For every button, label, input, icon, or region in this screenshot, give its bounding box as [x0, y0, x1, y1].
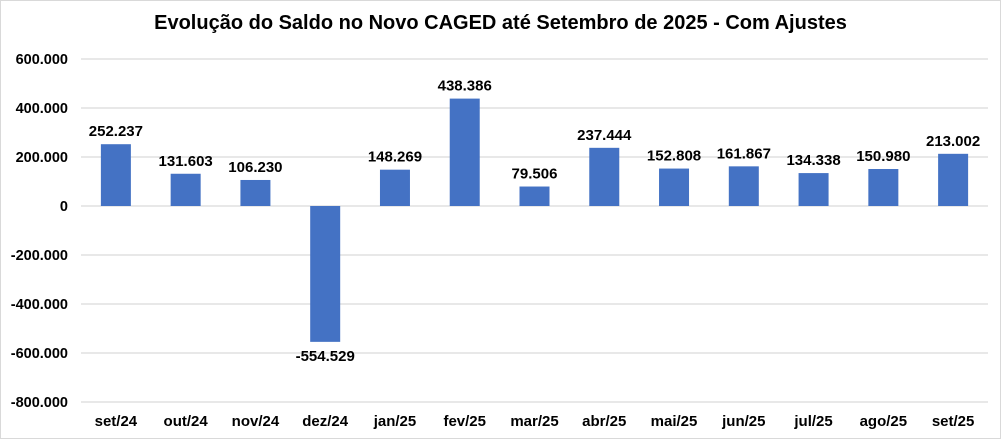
bar-data-label: 213.002 — [926, 133, 980, 150]
y-axis-tick-label: 0 — [60, 199, 68, 215]
y-axis-tick-label: -800.000 — [11, 395, 68, 411]
bar — [100, 144, 131, 206]
bar-data-label: 134.338 — [786, 152, 840, 169]
y-axis-tick-label: 200.000 — [16, 150, 68, 166]
bar-data-label: -554.529 — [296, 348, 355, 365]
x-axis-tick-label: abr/25 — [582, 413, 626, 430]
bar-data-label: 161.867 — [717, 145, 771, 162]
bar — [798, 173, 829, 206]
bar — [938, 153, 969, 206]
x-axis-tick-label: out/24 — [164, 413, 209, 430]
x-axis-tick-label: nov/24 — [232, 413, 280, 430]
bar-data-label: 148.269 — [368, 149, 422, 166]
bar-data-label: 237.444 — [577, 127, 632, 144]
y-axis-tick-label: -400.000 — [11, 297, 68, 313]
y-axis-tick-label: -600.000 — [11, 346, 68, 362]
y-axis-tick-label: -200.000 — [11, 248, 68, 264]
x-axis-tick-label: set/25 — [932, 413, 975, 430]
bar-data-label: 438.386 — [438, 78, 492, 95]
bar-data-label: 131.603 — [159, 153, 213, 170]
x-axis-tick-label: ago/25 — [860, 413, 908, 430]
bar-data-label: 106.230 — [228, 159, 282, 176]
bar — [868, 169, 899, 206]
bar-data-label: 79.506 — [512, 166, 558, 183]
x-axis-tick-label: jul/25 — [793, 413, 832, 430]
bar-data-label: 152.808 — [647, 148, 701, 165]
x-axis-tick-label: jan/25 — [373, 413, 417, 430]
y-axis-tick-label: 600.000 — [16, 52, 68, 68]
x-axis-tick-label: mai/25 — [651, 413, 698, 430]
bar — [449, 98, 480, 206]
x-axis-tick-label: jun/25 — [721, 413, 765, 430]
x-axis-tick-label: set/24 — [95, 413, 138, 430]
bar — [170, 173, 201, 206]
bar — [589, 147, 620, 206]
bar — [379, 169, 410, 206]
x-axis-tick-label: mar/25 — [510, 413, 558, 430]
x-axis-tick-label: fev/25 — [443, 413, 486, 430]
y-axis-tick-label: 400.000 — [16, 101, 68, 117]
bar — [728, 166, 759, 206]
bar — [310, 206, 341, 342]
bar-data-label: 150.980 — [856, 148, 910, 165]
chart-title: Evolução do Saldo no Novo CAGED até Sete… — [154, 12, 847, 34]
bar — [659, 168, 690, 206]
bar — [240, 179, 271, 206]
bar — [519, 186, 550, 206]
x-axis-tick-label: dez/24 — [302, 413, 349, 430]
bar-data-label: 252.237 — [89, 123, 143, 140]
